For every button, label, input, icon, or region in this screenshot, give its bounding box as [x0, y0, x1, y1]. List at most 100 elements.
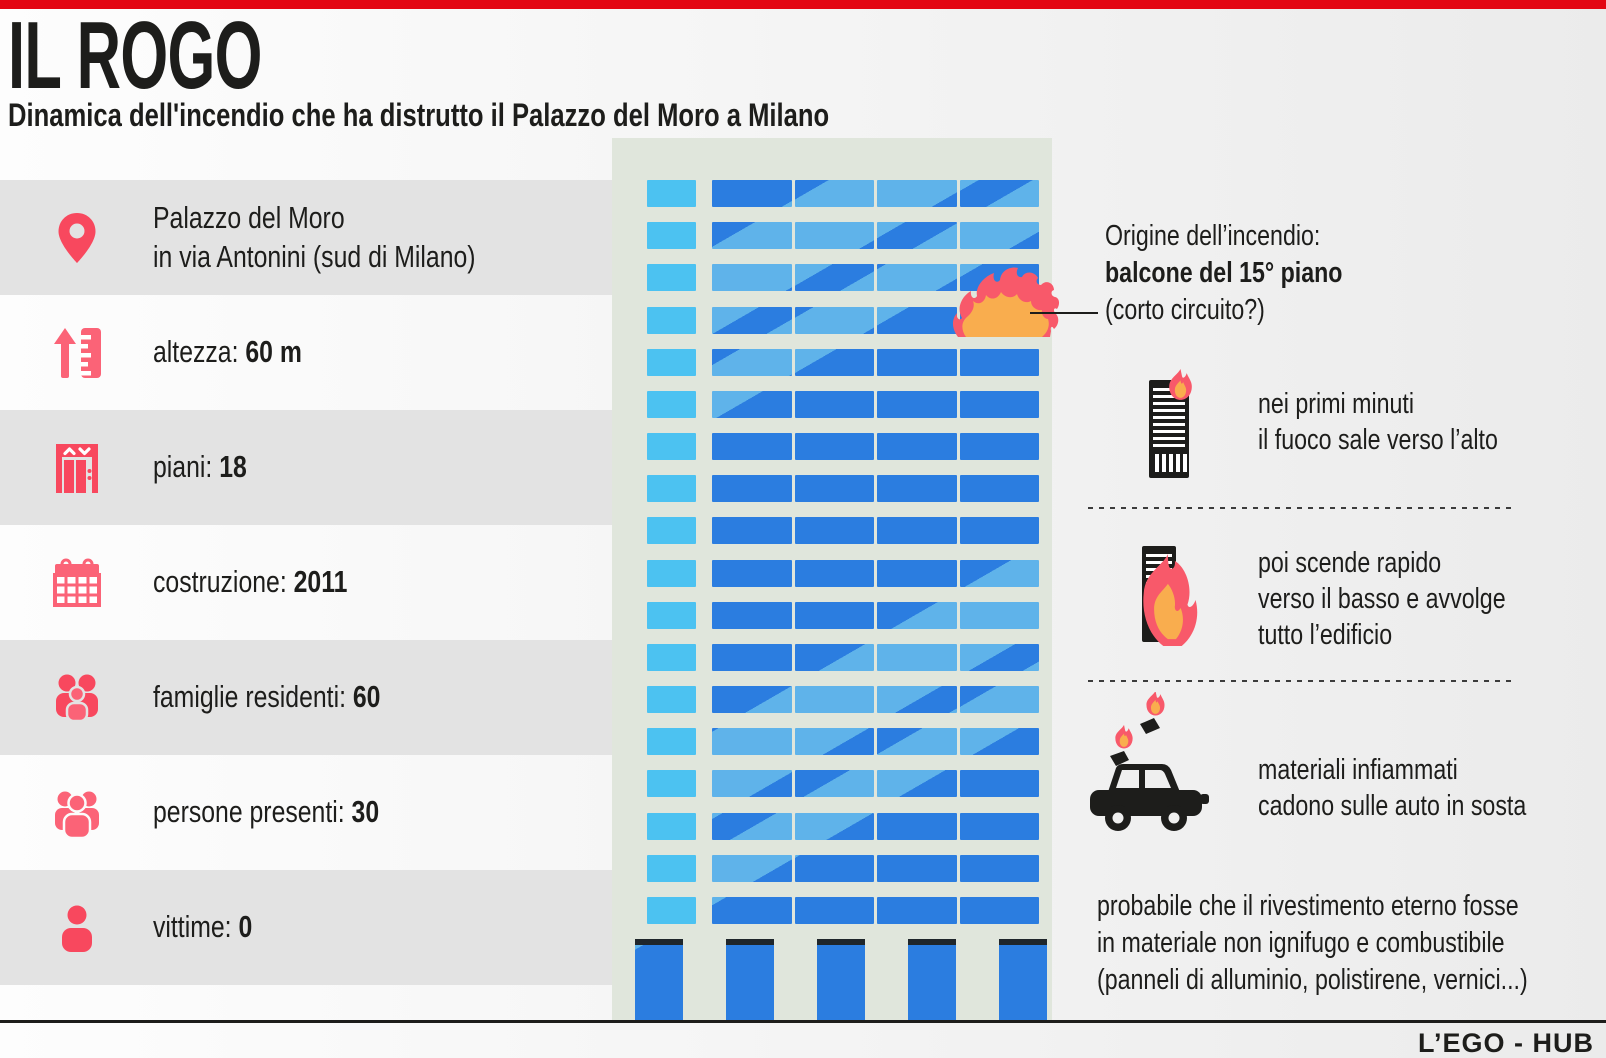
step1-text: nei primi minuti il fuoco sale verso l’a…: [1258, 386, 1558, 458]
footer-rule: [0, 1020, 1606, 1023]
fact-row-families: famiglie residenti: 60: [0, 640, 612, 755]
window-large: [877, 390, 957, 418]
window-large: [794, 390, 874, 418]
person-icon: [47, 900, 107, 956]
window-large: [877, 728, 957, 756]
window-large: [712, 180, 792, 207]
window-small: [647, 812, 696, 840]
window-large: [959, 854, 1039, 882]
window-large: [794, 854, 874, 882]
origin-line1: Origine dell’incendio:: [1105, 220, 1321, 252]
window-large: [877, 643, 957, 671]
window-large: [877, 348, 957, 376]
window-small: [647, 770, 696, 798]
window-large: [712, 475, 792, 503]
window-small: [647, 390, 696, 418]
window-large: [959, 686, 1039, 714]
window-large: [877, 517, 957, 545]
window-large: [959, 222, 1039, 250]
ground-door: [726, 939, 774, 1020]
floor-row: [647, 475, 1039, 517]
ground-door: [908, 939, 956, 1020]
fact-row-victims: vittime: 0: [0, 870, 612, 985]
building-floors: [647, 180, 1039, 939]
window-large: [959, 601, 1039, 629]
window-small: [647, 517, 696, 545]
fact-row-floors: piani: 18: [0, 410, 612, 525]
burning-building-top-icon: [1145, 368, 1195, 480]
fact-row-location: Palazzo del Moro in via Antonini (sud di…: [0, 180, 612, 295]
window-large: [959, 433, 1039, 461]
window-large: [877, 896, 957, 924]
window-large: [877, 222, 957, 250]
window-large: [959, 770, 1039, 798]
floor-row: [647, 686, 1039, 728]
window-small: [647, 559, 696, 587]
window-large: [877, 601, 957, 629]
window-large: [794, 812, 874, 840]
family-icon: [47, 670, 107, 726]
step3-line2: cadono sulle auto in sosta: [1258, 790, 1527, 822]
window-large: [712, 306, 792, 334]
fact-height-label: altezza:: [153, 334, 246, 370]
fact-location-line2: in via Antonini (sud di Milano): [153, 238, 476, 274]
window-large: [794, 222, 874, 250]
window-large: [712, 433, 792, 461]
window-large: [877, 433, 957, 461]
window-large: [794, 686, 874, 714]
window-large: [959, 390, 1039, 418]
fact-people-value: 30: [351, 794, 380, 830]
window-small: [647, 222, 696, 250]
window-large: [794, 433, 874, 461]
window-large: [959, 348, 1039, 376]
window-small: [647, 728, 696, 756]
window-large: [959, 517, 1039, 545]
window-large: [877, 812, 957, 840]
window-large: [712, 728, 792, 756]
floor-row: [647, 222, 1039, 264]
note-line2: in materiale non ignifugo e combustibile: [1097, 927, 1505, 959]
window-large: [794, 559, 874, 587]
window-large: [712, 517, 792, 545]
window-large: [712, 264, 792, 292]
origin-annotation: Origine dell’incendio: balcone del 15° p…: [1105, 218, 1402, 329]
window-large: [794, 475, 874, 503]
window-large: [794, 306, 874, 334]
window-large: [877, 686, 957, 714]
window-small: [647, 686, 696, 714]
window-large: [877, 264, 957, 292]
fact-victims-value: 0: [238, 909, 253, 945]
window-large: [794, 728, 874, 756]
burning-car-icon: [1088, 692, 1218, 838]
window-large: [794, 770, 874, 798]
window-large: [794, 601, 874, 629]
window-large: [877, 180, 957, 207]
step2-text: poi scende rapido verso il basso e avvol…: [1258, 545, 1568, 653]
window-large: [794, 517, 874, 545]
floor-row: [647, 348, 1039, 391]
ground-door: [635, 939, 683, 1020]
note-text: probabile che il rivestimento eterno fos…: [1097, 888, 1606, 999]
window-small: [647, 475, 696, 503]
window-large: [712, 222, 792, 250]
fact-floors-value: 18: [219, 449, 247, 485]
step1-line2: il fuoco sale verso l’alto: [1258, 424, 1498, 456]
window-small: [647, 180, 696, 207]
floor-row: [647, 812, 1039, 855]
note-line3: (panneli di alluminio, polistirene, vern…: [1097, 964, 1528, 996]
page-subtitle: Dinamica dell'incendio che ha distrutto …: [8, 97, 830, 133]
window-large: [877, 770, 957, 798]
fire-flame-icon: [952, 267, 1060, 337]
window-large: [712, 854, 792, 882]
building-ground: [635, 939, 1047, 1020]
floor-row: [647, 559, 1039, 602]
fact-row-height: altezza: 60 m: [0, 295, 612, 410]
fact-height-value: 60 m: [245, 334, 302, 370]
window-large: [712, 601, 792, 629]
window-large: [877, 475, 957, 503]
window-large: [712, 686, 792, 714]
fact-people-label: persone presenti:: [153, 794, 352, 830]
building-illustration: [612, 138, 1060, 1020]
elevator-icon: [47, 440, 107, 496]
